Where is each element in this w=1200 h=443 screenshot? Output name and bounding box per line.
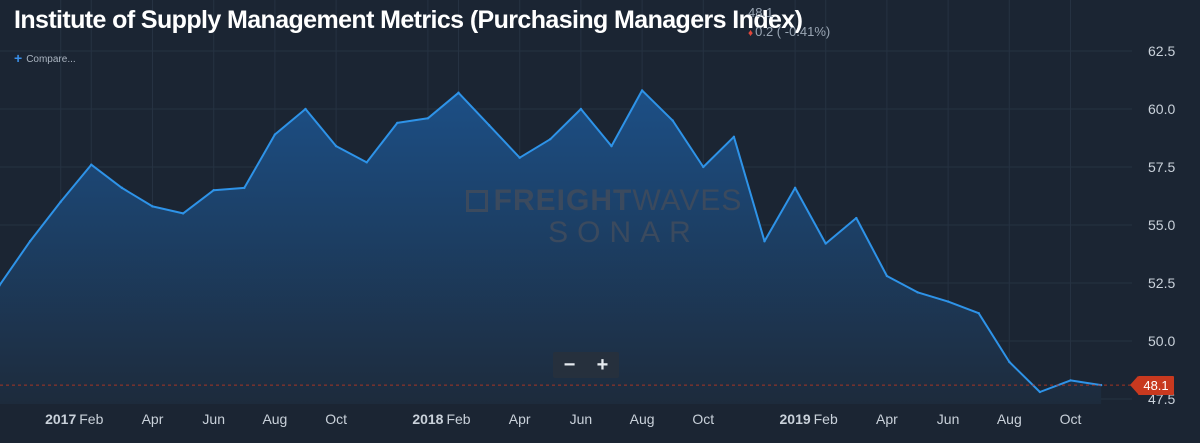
x-tick-label: Jun <box>937 411 960 427</box>
x-tick-label: Apr <box>142 411 164 427</box>
y-tick-label: 62.5 <box>1148 43 1175 59</box>
data-point <box>793 186 797 190</box>
data-point <box>579 107 583 111</box>
y-axis: 47.5 50.0 52.5 55.0 57.5 60.0 62.5 <box>1148 43 1175 407</box>
data-point <box>365 161 368 164</box>
x-tick-label: 2018 <box>412 411 443 427</box>
data-point <box>763 240 766 243</box>
data-point <box>304 107 307 111</box>
x-tick-label: Aug <box>262 411 287 427</box>
zoom-in-button[interactable]: + <box>596 354 609 376</box>
data-point <box>885 274 889 278</box>
x-tick-label: 2017 <box>45 411 76 427</box>
data-point <box>426 117 430 120</box>
data-point <box>977 311 980 315</box>
data-point <box>181 212 185 215</box>
x-tick-label: Jun <box>202 411 225 427</box>
y-tick-label: 47.5 <box>1148 391 1175 407</box>
zoom-out-button[interactable]: − <box>563 354 576 376</box>
x-tick-label: Oct <box>325 411 347 427</box>
last-value-tag: 48.1 <box>1130 376 1174 395</box>
y-tick-label: 50.0 <box>1148 333 1175 349</box>
x-tick-label: Feb <box>814 411 838 427</box>
data-point <box>457 91 460 94</box>
data-point <box>1099 383 1103 387</box>
x-tick-label: Aug <box>997 411 1022 427</box>
x-tick-label: Feb <box>446 411 470 427</box>
x-axis: 2017 Feb Apr Jun Aug Oct 2018 Feb Apr Jun Aug Oct 20… <box>45 411 1081 427</box>
data-point <box>549 137 552 141</box>
data-point <box>120 186 124 190</box>
y-tick-label: 57.5 <box>1148 159 1175 175</box>
x-tick-label: Oct <box>1060 411 1082 427</box>
data-point <box>28 240 32 243</box>
data-point <box>487 124 491 127</box>
x-tick-label: Apr <box>876 411 898 427</box>
data-point <box>396 121 399 125</box>
data-point <box>640 89 644 92</box>
plus-icon: + <box>14 50 23 66</box>
data-point <box>0 284 1 287</box>
change-readout: ♦ 0.2 ( -0.41%) <box>748 24 830 39</box>
data-point <box>1069 379 1072 382</box>
last-value: 48.1 <box>748 5 774 20</box>
data-point <box>916 291 919 294</box>
chart-title: Institute of Supply Management Metrics (… <box>14 6 803 34</box>
compare-button[interactable]: + Compare... <box>14 50 76 66</box>
area-fill <box>0 90 1102 404</box>
data-point <box>212 189 215 192</box>
series-area <box>0 90 1102 404</box>
data-point <box>334 144 338 148</box>
x-tick-label: 2019 <box>780 411 811 427</box>
data-point <box>732 135 736 139</box>
data-point <box>1008 360 1011 364</box>
down-triangle-icon: ♦ <box>748 28 754 39</box>
y-tick-label: 60.0 <box>1148 101 1175 117</box>
data-point <box>243 186 246 190</box>
data-point <box>1038 390 1042 394</box>
data-point <box>855 216 858 220</box>
data-point <box>151 205 154 208</box>
data-point <box>671 119 674 122</box>
data-point <box>273 133 277 136</box>
change-value: 0.2 ( -0.41%) <box>755 24 831 39</box>
x-tick-label: Aug <box>630 411 655 427</box>
data-point <box>610 144 613 148</box>
data-point <box>90 163 93 166</box>
x-tick-label: Apr <box>509 411 531 427</box>
data-point <box>824 242 827 245</box>
x-tick-label: Jun <box>570 411 593 427</box>
x-tick-label: Feb <box>79 411 103 427</box>
data-point <box>702 165 705 169</box>
y-tick-label: 52.5 <box>1148 275 1175 291</box>
data-point <box>59 200 62 203</box>
y-tick-label: 55.0 <box>1148 217 1175 233</box>
data-point <box>946 300 950 303</box>
x-tick-label: Oct <box>692 411 714 427</box>
zoom-controls: − + <box>553 352 619 378</box>
series-line-layer <box>0 89 1103 394</box>
data-point <box>518 156 521 159</box>
compare-label: Compare... <box>26 54 76 65</box>
